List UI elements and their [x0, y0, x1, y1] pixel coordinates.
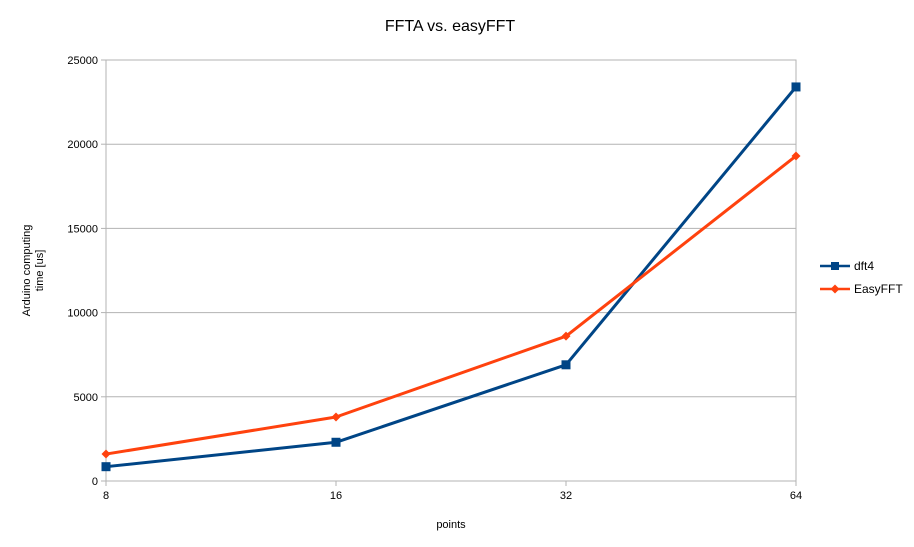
- plot-frame: [105, 59, 797, 482]
- data-point-series-2: [791, 151, 801, 161]
- legend-item-series-1: dft4: [820, 254, 903, 277]
- label-layer: 0 5000 10000 15000 20000 25000 8 16 32 64 points Ar…: [21, 55, 802, 531]
- data-point-series-2: [561, 331, 571, 341]
- data-point-series-2: [331, 412, 341, 422]
- data-point-series-1: [791, 82, 801, 92]
- grid-layer: [106, 59, 796, 482]
- legend-swatch-series-1: [820, 261, 850, 270]
- x-axis-title: points: [436, 519, 466, 531]
- series-layer: [101, 82, 801, 472]
- legend-swatch-series-2: [820, 284, 850, 293]
- y-tick-label: 10000: [67, 308, 98, 320]
- y-tick-label: 25000: [67, 55, 98, 67]
- series-line-1: [105, 85, 798, 469]
- x-tick-label: 8: [103, 490, 109, 502]
- legend-label-series-2: EasyFFT: [854, 281, 903, 296]
- y-tick-label: 20000: [67, 139, 98, 151]
- legend-item-series-2: EasyFFT: [820, 277, 903, 300]
- chart-title: FFTA vs. easyFFT: [384, 18, 516, 35]
- y-tick-label: 0: [92, 476, 98, 488]
- data-point-series-1: [561, 360, 571, 370]
- x-tick-label: 32: [560, 490, 572, 502]
- y-tick-label: 5000: [74, 392, 98, 404]
- data-point-series-1: [101, 462, 111, 472]
- data-point-series-2: [101, 449, 111, 459]
- axis-layer: [101, 59, 797, 486]
- y-axis-title: Arduino computingtime [us]: [21, 225, 46, 317]
- legend-label-series-1: dft4: [854, 258, 875, 273]
- y-tick-label: 15000: [67, 223, 98, 235]
- x-tick-label: 16: [330, 490, 342, 502]
- series-line-2: [105, 154, 797, 456]
- legend: dft4 EasyFFT: [820, 254, 903, 300]
- x-tick-label: 64: [790, 490, 802, 502]
- data-point-series-1: [331, 437, 341, 447]
